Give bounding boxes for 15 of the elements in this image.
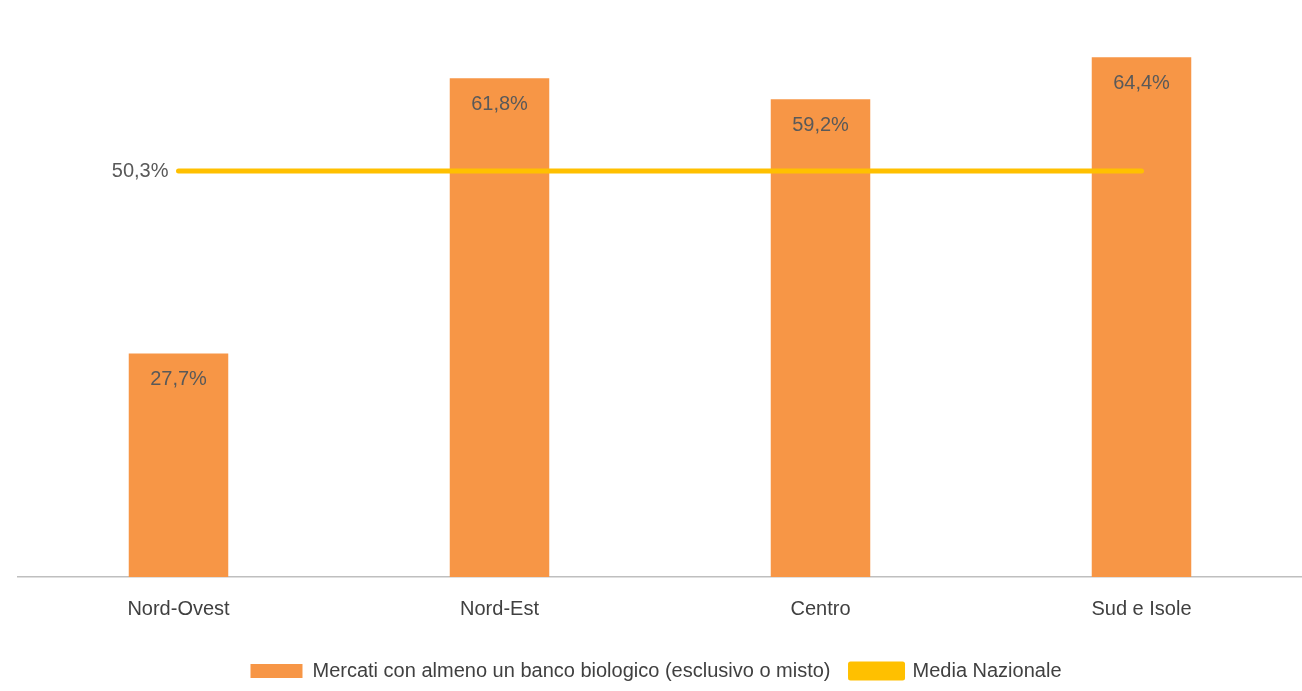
data-label: 27,7% — [150, 366, 208, 389]
legend-label: Media Nazionale — [912, 658, 1062, 681]
x-tick-label: Centro — [790, 596, 851, 619]
x-tick-label: Sud e Isole — [1091, 596, 1192, 619]
bar — [770, 99, 871, 577]
data-label: 59,2% — [792, 112, 850, 135]
legend-label: Mercati con almeno un banco biologico (esclusivo o misto) — [312, 658, 831, 681]
bar — [1091, 57, 1192, 577]
bar — [449, 78, 550, 577]
data-label: 64,4% — [1113, 70, 1171, 93]
data-label: 50,3% — [111, 158, 169, 181]
x-tick-label: Nord-Est — [460, 596, 540, 619]
bar — [128, 353, 229, 577]
data-label: 61,8% — [471, 91, 529, 114]
x-tick-label: Nord-Ovest — [127, 596, 231, 619]
